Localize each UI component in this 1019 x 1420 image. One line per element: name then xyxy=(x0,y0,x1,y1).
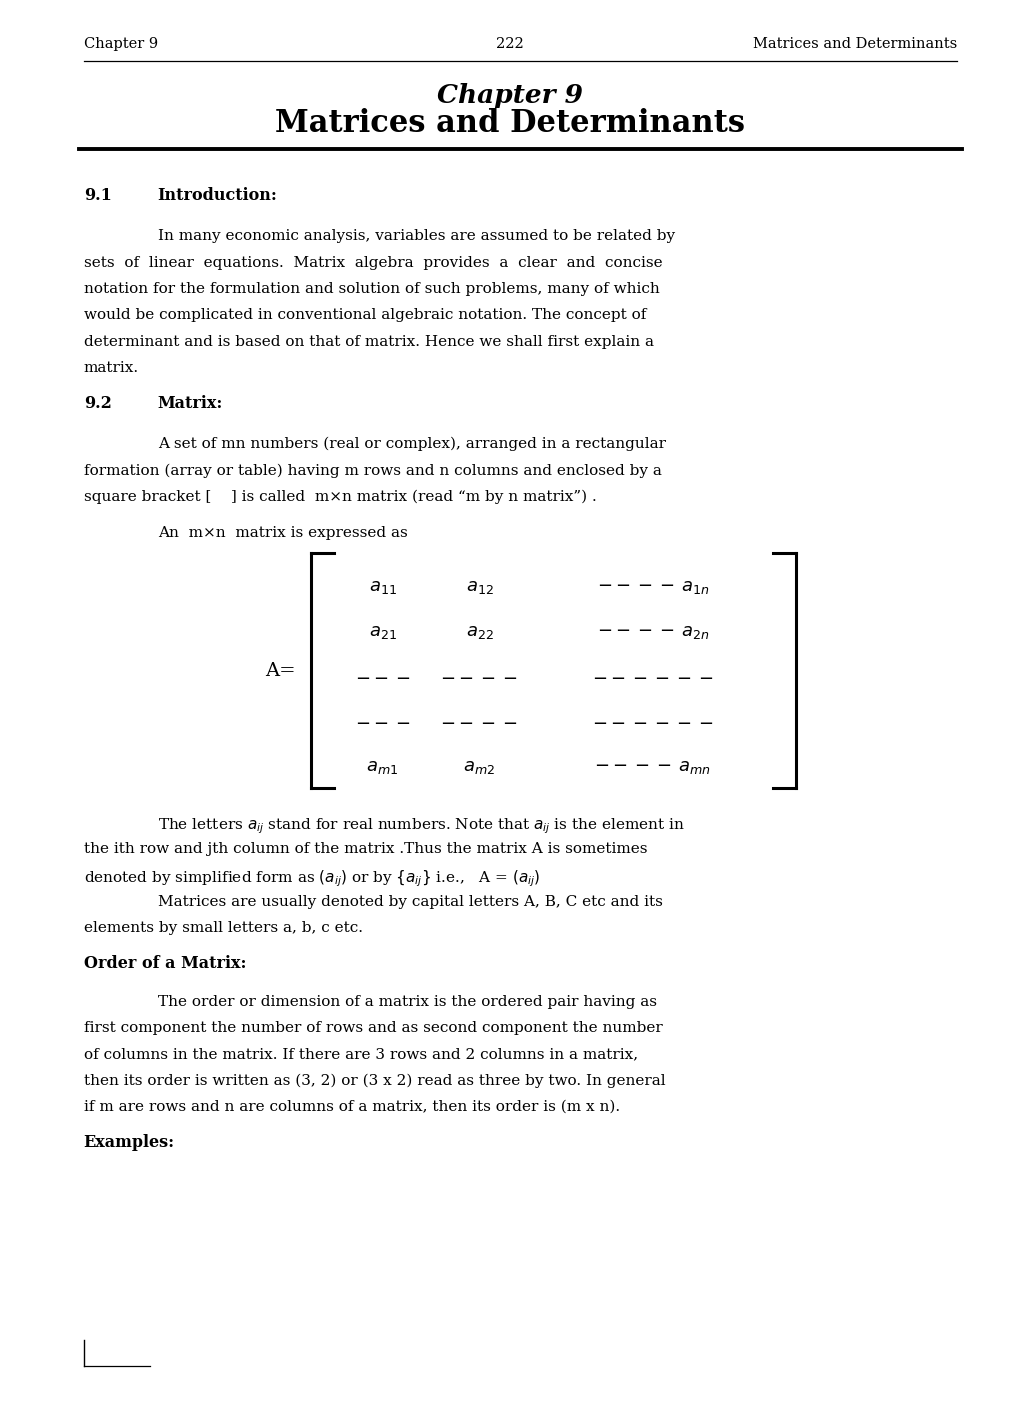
Text: $a_{m1}$: $a_{m1}$ xyxy=(366,758,398,777)
Text: $----$: $----$ xyxy=(440,713,518,731)
Text: The order or dimension of a matrix is the ordered pair having as: The order or dimension of a matrix is th… xyxy=(158,995,656,1008)
Text: 222: 222 xyxy=(495,37,524,51)
Text: A set of mn numbers (real or complex), arranged in a rectangular: A set of mn numbers (real or complex), a… xyxy=(158,437,665,452)
Text: square bracket [    ] is called  m×n matrix (read “m by n matrix”) .: square bracket [ ] is called m×n matrix … xyxy=(84,490,596,504)
Text: $----\,a_{1n}$: $----\,a_{1n}$ xyxy=(596,578,708,596)
Text: A=: A= xyxy=(265,662,296,680)
Text: matrix.: matrix. xyxy=(84,361,139,375)
Text: Matrices and Determinants: Matrices and Determinants xyxy=(275,108,744,139)
Text: The letters $a_{ij}$ stand for real numbers. Note that $a_{ij}$ is the element i: The letters $a_{ij}$ stand for real numb… xyxy=(158,816,685,836)
Text: elements by small letters a, b, c etc.: elements by small letters a, b, c etc. xyxy=(84,922,363,936)
Text: Introduction:: Introduction: xyxy=(157,187,277,204)
Text: $a_{11}$: $a_{11}$ xyxy=(368,578,396,596)
Text: Examples:: Examples: xyxy=(84,1135,174,1152)
Text: first component the number of rows and as second component the number: first component the number of rows and a… xyxy=(84,1021,661,1035)
Text: notation for the formulation and solution of such problems, many of which: notation for the formulation and solutio… xyxy=(84,283,658,295)
Text: of columns in the matrix. If there are 3 rows and 2 columns in a matrix,: of columns in the matrix. If there are 3… xyxy=(84,1048,637,1061)
Text: $a_{m2}$: $a_{m2}$ xyxy=(463,758,495,777)
Text: determinant and is based on that of matrix. Hence we shall first explain a: determinant and is based on that of matr… xyxy=(84,335,653,348)
Text: $----$: $----$ xyxy=(440,669,518,686)
Text: An  m×n  matrix is expressed as: An m×n matrix is expressed as xyxy=(158,527,408,541)
Text: would be complicated in conventional algebraic notation. The concept of: would be complicated in conventional alg… xyxy=(84,308,645,322)
Text: Matrices and Determinants: Matrices and Determinants xyxy=(752,37,956,51)
Text: $------$: $------$ xyxy=(591,713,713,731)
Text: Order of a Matrix:: Order of a Matrix: xyxy=(84,956,246,973)
Text: Chapter 9: Chapter 9 xyxy=(436,82,583,108)
Text: In many economic analysis, variables are assumed to be related by: In many economic analysis, variables are… xyxy=(158,230,675,243)
Text: then its order is written as (3, 2) or (3 x 2) read as three by two. In general: then its order is written as (3, 2) or (… xyxy=(84,1074,664,1088)
Text: $----\,a_{2n}$: $----\,a_{2n}$ xyxy=(596,623,708,642)
Text: 9.1: 9.1 xyxy=(84,187,111,204)
Text: Chapter 9: Chapter 9 xyxy=(84,37,158,51)
Text: $----\,a_{mn}$: $----\,a_{mn}$ xyxy=(594,758,710,777)
Text: denoted by simplified form as $(a_{ij})$ or by $\{a_{ij}\}$ i.e.,   A = $(a_{ij}: denoted by simplified form as $(a_{ij})$… xyxy=(84,869,540,889)
Text: formation (array or table) having m rows and n columns and enclosed by a: formation (array or table) having m rows… xyxy=(84,463,661,477)
Text: if m are rows and n are columns of a matrix, then its order is (m x n).: if m are rows and n are columns of a mat… xyxy=(84,1100,620,1113)
Text: $------$: $------$ xyxy=(591,669,713,686)
Text: $a_{12}$: $a_{12}$ xyxy=(465,578,493,596)
Text: $a_{22}$: $a_{22}$ xyxy=(465,623,493,642)
Text: sets  of  linear  equations.  Matrix  algebra  provides  a  clear  and  concise: sets of linear equations. Matrix algebra… xyxy=(84,256,661,270)
Text: Matrices are usually denoted by capital letters A, B, C etc and its: Matrices are usually denoted by capital … xyxy=(158,895,662,909)
Text: $---$: $---$ xyxy=(355,669,410,686)
Text: $---$: $---$ xyxy=(355,713,410,731)
Text: Matrix:: Matrix: xyxy=(157,395,222,412)
Text: $a_{21}$: $a_{21}$ xyxy=(368,623,396,642)
Text: 9.2: 9.2 xyxy=(84,395,111,412)
Text: the ith row and jth column of the matrix .Thus the matrix A is sometimes: the ith row and jth column of the matrix… xyxy=(84,842,646,856)
